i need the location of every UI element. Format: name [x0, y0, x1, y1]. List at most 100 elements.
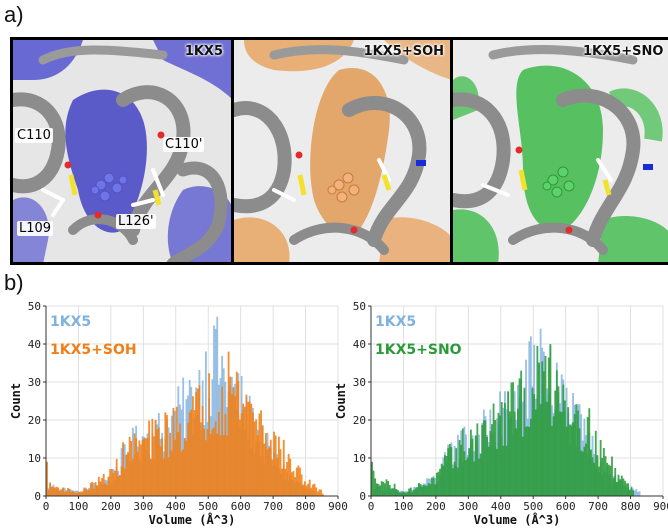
bar: [289, 458, 292, 496]
x-tick-label: 200: [101, 500, 121, 513]
y-axis-title: Count: [9, 383, 23, 419]
bar: [315, 487, 318, 496]
bar: [517, 408, 519, 496]
bar: [499, 415, 501, 496]
bar: [521, 436, 524, 496]
bar: [224, 413, 227, 496]
bar: [637, 491, 639, 496]
bar: [590, 449, 592, 496]
y-tick-label: 20: [28, 414, 41, 427]
bar: [287, 453, 290, 496]
bar: [102, 473, 105, 496]
bar: [154, 419, 157, 496]
bar: [204, 440, 207, 496]
bar: [112, 473, 115, 496]
bar: [385, 479, 388, 496]
x-tick-label: 400: [166, 500, 186, 513]
bar: [371, 461, 373, 496]
bar: [564, 400, 566, 496]
bar: [526, 426, 529, 496]
bar: [242, 403, 245, 496]
x-tick-label: 100: [394, 500, 414, 513]
bar: [131, 459, 134, 496]
bar: [463, 451, 466, 496]
bar: [193, 410, 196, 496]
series-1KX5+SOH: [46, 351, 324, 496]
bar: [502, 445, 505, 496]
bar: [175, 406, 178, 496]
bar: [75, 493, 78, 496]
bar: [46, 461, 48, 496]
y-tick-label: 0: [34, 490, 41, 503]
bar: [119, 475, 121, 496]
bar: [387, 480, 390, 496]
bar: [606, 462, 609, 496]
bar: [114, 470, 116, 496]
bar: [84, 488, 87, 496]
bar: [143, 438, 146, 496]
bar: [484, 420, 487, 496]
bar: [529, 336, 532, 496]
bar: [515, 428, 518, 496]
bar: [99, 481, 102, 496]
bar: [117, 476, 120, 496]
x-tick-label: 300: [133, 500, 153, 513]
bar: [542, 371, 545, 496]
bar: [50, 486, 53, 496]
x-tick-label: 800: [296, 500, 316, 513]
bar: [164, 412, 167, 496]
bar: [434, 484, 437, 496]
bar: [602, 447, 605, 496]
bar: [525, 426, 527, 496]
bar: [240, 413, 243, 496]
bar: [94, 482, 97, 496]
bar: [300, 474, 303, 496]
bar: [440, 463, 443, 496]
bar: [379, 486, 381, 496]
bar: [49, 482, 52, 496]
bar: [156, 429, 159, 496]
bar: [632, 490, 634, 496]
bar: [47, 489, 50, 496]
bar: [237, 381, 240, 496]
bar: [468, 448, 471, 496]
bar: [216, 316, 219, 496]
bar: [290, 472, 293, 496]
bar: [201, 405, 204, 496]
bar: [409, 487, 412, 496]
bar: [435, 472, 438, 496]
bar: [104, 483, 107, 496]
bar: [458, 440, 461, 496]
bar: [265, 433, 267, 496]
bar: [136, 451, 139, 496]
bar: [182, 377, 185, 496]
bar: [541, 361, 544, 496]
bar: [586, 416, 589, 496]
bar: [169, 432, 172, 496]
bar: [203, 428, 206, 496]
snapshot-soh: 1KX5+SOH: [231, 37, 453, 265]
bar: [247, 401, 249, 496]
bar: [452, 468, 454, 496]
bar: [235, 371, 238, 496]
bar: [294, 477, 297, 496]
bar: [471, 438, 474, 496]
bar: [445, 455, 448, 496]
bar: [307, 483, 309, 496]
bar: [585, 443, 587, 496]
bar: [481, 424, 484, 496]
bar: [614, 467, 617, 496]
bar: [565, 426, 568, 496]
bar: [594, 430, 597, 496]
x-tick-label: 100: [69, 500, 89, 513]
bar: [81, 491, 84, 496]
panel-letter-b: b): [4, 270, 24, 295]
bar: [520, 370, 523, 496]
bar: [450, 447, 453, 496]
bar: [279, 449, 282, 496]
bar: [106, 484, 108, 496]
bar: [96, 485, 99, 496]
bar: [453, 461, 456, 496]
bar: [68, 488, 71, 496]
bar: [555, 370, 558, 496]
